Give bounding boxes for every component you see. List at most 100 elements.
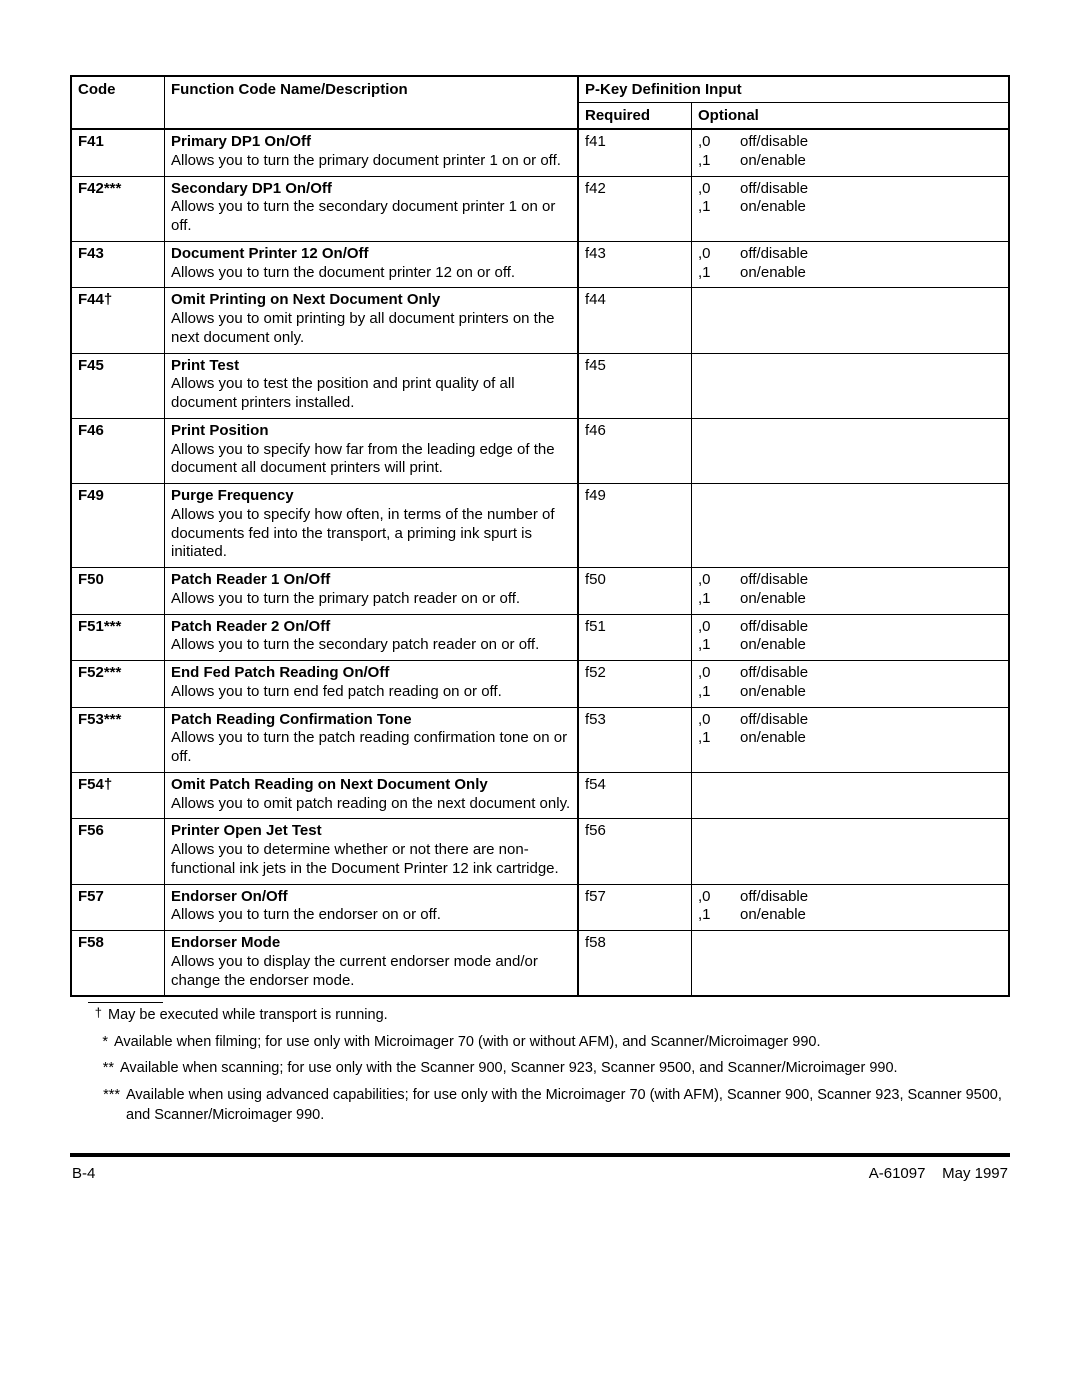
page-footer: B-4 A-61097 May 1997 xyxy=(70,1163,1010,1182)
function-description: Allows you to turn the secondary patch r… xyxy=(171,636,539,653)
function-description: Allows you to turn end fed patch reading… xyxy=(171,683,502,700)
function-description: Allows you to omit patch reading on the … xyxy=(171,795,570,812)
table-row: F44†Omit Printing on Next Document OnlyA… xyxy=(71,288,1009,353)
required-cell: f50 xyxy=(578,568,692,615)
header-required: Required xyxy=(578,103,692,130)
optional-cell xyxy=(692,418,1010,483)
table-row: F51*** Patch Reader 2 On/OffAllows you to… xyxy=(71,614,1009,661)
required-cell: f43 xyxy=(578,241,692,288)
header-pkey-group: P-Key Definition Input xyxy=(578,76,1009,103)
function-description: Allows you to omit printing by all docum… xyxy=(171,310,555,346)
function-name: Printer Open Jet Test xyxy=(171,822,322,839)
required-cell: f46 xyxy=(578,418,692,483)
function-name: Patch Reader 1 On/Off xyxy=(171,571,330,588)
function-description: Allows you to turn the secondary documen… xyxy=(171,198,555,234)
footer-right: A-61097 May 1997 xyxy=(869,1165,1008,1182)
function-name: Endorser On/Off xyxy=(171,888,288,905)
optional-cell: ,0 ,1off/disable on/enable xyxy=(692,884,1010,931)
footnote-dagger-text: May be executed while transport is runni… xyxy=(108,1007,388,1023)
required-cell: f58 xyxy=(578,931,692,997)
function-name: Endorser Mode xyxy=(171,934,280,951)
required-cell: f54 xyxy=(578,772,692,819)
optional-cell xyxy=(692,484,1010,568)
footnote-star2-text: Available when scanning; for use only wi… xyxy=(120,1060,898,1076)
table-row: F43Document Printer 12 On/OffAllows you … xyxy=(71,241,1009,288)
code-cell: F54† xyxy=(71,772,165,819)
required-cell: f56 xyxy=(578,819,692,884)
optional-cell: ,0 ,1off/disable on/enable xyxy=(692,241,1010,288)
function-name: Document Printer 12 On/Off xyxy=(171,245,369,262)
bottom-rule xyxy=(70,1153,1010,1157)
footnote-dagger: †May be executed while transport is runn… xyxy=(70,1006,1010,1026)
optional-cell: ,0 ,1off/disable on/enable xyxy=(692,661,1010,708)
function-code-table: Code Function Code Name/Description P-Ke… xyxy=(70,75,1010,997)
function-name: Print Test xyxy=(171,357,239,374)
optional-cell: ,0 ,1off/disable on/enable xyxy=(692,129,1010,176)
required-cell: f57 xyxy=(578,884,692,931)
function-description: Allows you to turn the primary patch rea… xyxy=(171,590,520,607)
code-cell: F45 xyxy=(71,353,165,418)
footnotes: †May be executed while transport is runn… xyxy=(70,1002,1010,1125)
table-row: F52***End Fed Patch Reading On/OffAllows… xyxy=(71,661,1009,708)
function-description: Allows you to test the position and prin… xyxy=(171,375,515,411)
footnote-rule xyxy=(88,1002,163,1003)
function-name: End Fed Patch Reading On/Off xyxy=(171,664,389,681)
optional-keys: ,0 ,1 xyxy=(698,664,740,702)
footnote-star3-text: Available when using advanced capabiliti… xyxy=(126,1087,1002,1123)
required-cell: f53 xyxy=(578,707,692,772)
function-name: Patch Reader 2 On/Off xyxy=(171,618,330,635)
optional-cell xyxy=(692,819,1010,884)
required-cell: f42 xyxy=(578,176,692,241)
optional-values: off/disable on/enable xyxy=(740,888,1002,926)
optional-keys: ,0 ,1 xyxy=(698,888,740,926)
table-row: F46Print PositionAllows you to specify h… xyxy=(71,418,1009,483)
code-cell: F50 xyxy=(71,568,165,615)
footnote-star1: *Available when filming; for use only wi… xyxy=(70,1033,1010,1053)
description-cell: Omit Patch Reading on Next Document Only… xyxy=(165,772,579,819)
optional-keys: ,0 ,1 xyxy=(698,133,740,171)
description-cell: Endorser On/OffAllows you to turn the en… xyxy=(165,884,579,931)
table-row: F54†Omit Patch Reading on Next Document … xyxy=(71,772,1009,819)
table-row: F50 Patch Reader 1 On/Off Allows you to tu… xyxy=(71,568,1009,615)
required-cell: f45 xyxy=(578,353,692,418)
optional-keys: ,0 ,1 xyxy=(698,571,740,609)
code-cell: F51*** xyxy=(71,614,165,661)
function-description: Allows you to turn the patch reading con… xyxy=(171,729,567,765)
table-row: F56 Printer Open Jet Test Allows you to de… xyxy=(71,819,1009,884)
required-cell: f51 xyxy=(578,614,692,661)
description-cell: Secondary DP1 On/OffAllows you to turn t… xyxy=(165,176,579,241)
code-cell: F57 xyxy=(71,884,165,931)
function-name: Purge Frequency xyxy=(171,487,294,504)
optional-cell xyxy=(692,931,1010,997)
code-cell: F53*** xyxy=(71,707,165,772)
code-cell: F43 xyxy=(71,241,165,288)
header-name-desc: Function Code Name/Description xyxy=(165,76,579,129)
optional-cell xyxy=(692,353,1010,418)
footnote-star3: ***Available when using advanced capabil… xyxy=(70,1086,1010,1125)
required-cell: f49 xyxy=(578,484,692,568)
table-row: F42***Secondary DP1 On/OffAllows you to … xyxy=(71,176,1009,241)
description-cell: Document Printer 12 On/OffAllows you to … xyxy=(165,241,579,288)
table-row: F53*** Patch Reading Confirmation ToneAll… xyxy=(71,707,1009,772)
optional-keys: ,0 ,1 xyxy=(698,245,740,283)
optional-keys: ,0 ,1 xyxy=(698,618,740,656)
description-cell: Primary DP1 On/Off Allows you to turn the… xyxy=(165,129,579,176)
function-description: Allows you to turn the primary document … xyxy=(171,152,561,169)
table-row: F49Purge FrequencyAllows you to specify … xyxy=(71,484,1009,568)
function-name: Patch Reading Confirmation Tone xyxy=(171,711,412,728)
code-cell: F56 xyxy=(71,819,165,884)
optional-keys: ,0 ,1 xyxy=(698,180,740,218)
code-cell: F41 xyxy=(71,129,165,176)
table-row: F41 Primary DP1 On/Off Allows you to turn … xyxy=(71,129,1009,176)
function-description: Allows you to turn the endorser on or of… xyxy=(171,906,441,923)
code-cell: F49 xyxy=(71,484,165,568)
optional-values: off/disable on/enable xyxy=(740,133,1002,171)
function-description: Allows you to display the current endors… xyxy=(171,953,538,989)
optional-cell: ,0 ,1off/disable on/enable xyxy=(692,176,1010,241)
function-name: Omit Patch Reading on Next Document Only xyxy=(171,776,488,793)
code-cell: F44† xyxy=(71,288,165,353)
function-name: Primary DP1 On/Off xyxy=(171,133,311,150)
function-description: Allows you to determine whether or not t… xyxy=(171,841,559,877)
code-cell: F42*** xyxy=(71,176,165,241)
optional-cell: ,0 ,1off/disable on/enable xyxy=(692,707,1010,772)
